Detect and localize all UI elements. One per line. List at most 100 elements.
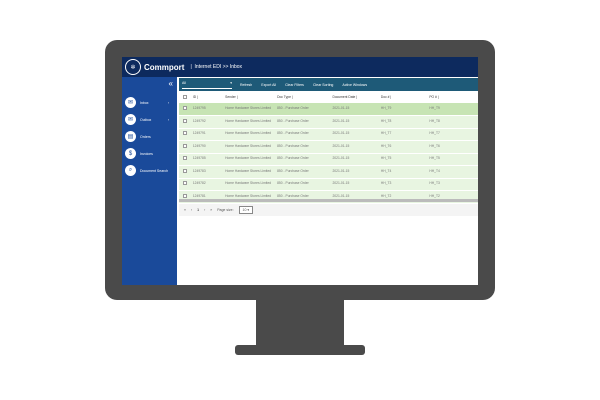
sidebar-item-document-search[interactable]: ⌕ Document Search — [122, 162, 177, 179]
table-cell: HH_T8 — [429, 118, 440, 123]
table-cell: 2021-01-15 — [332, 168, 350, 173]
screen: ✲ Commport | Internet EDI >> Inbox « ✉ In… — [122, 57, 478, 285]
collapse-icon[interactable]: « — [168, 79, 173, 88]
monitor-base — [235, 345, 365, 355]
table-cell: Home Hardware Stores Limited — [225, 106, 272, 111]
row-checkbox[interactable] — [183, 106, 187, 111]
orders-icon: ▤ — [125, 131, 136, 142]
sidebar-item-inbox[interactable]: ✉ Inbox › — [122, 94, 177, 111]
table-cell: HH_T4 — [429, 168, 440, 173]
table-cell: 2021-01-15 — [332, 106, 350, 111]
select-all-checkbox[interactable] — [183, 94, 187, 99]
table-cell: 2021-01-15 — [332, 131, 350, 136]
table-row[interactable]: 1249783 Home Hardware Stores Limited 850 -… — [179, 165, 478, 178]
table-cell: Home Hardware Stores Limited — [225, 181, 272, 186]
toolbar-button-refresh[interactable]: Refresh — [240, 82, 253, 87]
page-size-select[interactable]: 10 ▾ — [238, 206, 254, 214]
page-size-label: Page size: — [217, 208, 234, 212]
table-cell: 1249785 — [192, 156, 206, 161]
table-cell: Home Hardware Stores Limited — [225, 193, 272, 198]
search-icon: ⌕ — [125, 165, 136, 176]
table-cell: 850 - Purchase Order — [277, 106, 309, 111]
sidebar-item-invoices[interactable]: $ Invoices — [122, 145, 177, 162]
table-cell: HH_T8 — [380, 118, 392, 123]
table-cell: Home Hardware Stores Limited — [225, 156, 272, 161]
inbox-icon: ✉ — [125, 97, 136, 108]
table-cell: 850 - Purchase Order — [277, 143, 309, 148]
table-cell: 2021-01-15 — [332, 193, 350, 198]
caret-down-icon: ▾ — [230, 80, 232, 85]
table-row[interactable]: 1249792 Home Hardware Stores Limited 850 -… — [179, 115, 478, 128]
chevron-right-icon: › — [167, 100, 169, 105]
table-cell: HH_T2 — [380, 193, 392, 198]
table-cell: 2021-01-15 — [332, 143, 350, 148]
horizontal-scrollbar[interactable] — [179, 199, 478, 202]
row-checkbox[interactable] — [183, 193, 187, 198]
sidebar-item-outbox[interactable]: ✉ Outbox › — [122, 111, 177, 128]
table-cell: 850 - Purchase Order — [277, 118, 309, 123]
table-cell: 850 - Purchase Order — [277, 168, 309, 173]
filter-select[interactable]: All ▾ — [182, 81, 232, 89]
main: All ▾ Refresh Export All Clear Filters Clear… — [177, 77, 478, 285]
table-row[interactable]: 1249785 Home Hardware Stores Limited 850 -… — [179, 153, 478, 166]
table-cell: HH_T3 — [429, 181, 440, 186]
table-cell: HH_T6 — [429, 143, 440, 148]
table-cell: 850 - Purchase Order — [277, 156, 309, 161]
row-checkbox[interactable] — [183, 118, 187, 123]
column-header[interactable]: Doc # | — [380, 91, 430, 103]
table-cell: HH_T4 — [380, 168, 392, 173]
table-cell: HH_T7 — [429, 131, 440, 136]
outbox-icon: ✉ — [125, 114, 136, 125]
table-cell: 850 - Purchase Order — [277, 193, 309, 198]
table-cell: 1249792 — [192, 118, 206, 123]
table-cell: HH_T6 — [380, 143, 392, 148]
last-page-button[interactable]: » — [210, 208, 213, 212]
table-row[interactable]: 1249791 Home Hardware Stores Limited 850 -… — [179, 128, 478, 141]
table-cell: 850 - Purchase Order — [277, 181, 309, 186]
table-row[interactable]: 1249795 Home Hardware Stores Limited 850 -… — [179, 103, 478, 116]
header: ✲ Commport | Internet EDI >> Inbox — [122, 57, 478, 77]
row-checkbox[interactable] — [183, 131, 187, 136]
row-checkbox[interactable] — [183, 181, 187, 186]
table-row[interactable]: 1249790 Home Hardware Stores Limited 850 -… — [179, 140, 478, 153]
column-header[interactable]: PO # | — [429, 91, 478, 103]
brand: Commport — [144, 62, 185, 72]
toolbar-button-export-all[interactable]: Export All — [261, 82, 277, 87]
table-cell: 1249782 — [192, 181, 206, 186]
current-page[interactable]: 1 — [197, 208, 200, 212]
column-header[interactable]: Document Date | — [332, 91, 381, 103]
table-cell: HH_T2 — [429, 193, 440, 198]
row-checkbox[interactable] — [183, 156, 187, 161]
separator: | — [190, 64, 195, 70]
next-page-button[interactable]: › — [204, 208, 206, 212]
toolbar-button-clear-filters[interactable]: Clear Filters — [285, 82, 304, 87]
toolbar-button-active-windows[interactable]: Active Windows — [342, 82, 368, 87]
prev-page-button[interactable]: ‹ — [190, 208, 193, 212]
breadcrumb[interactable]: Internet EDI >> Inbox — [194, 64, 243, 70]
column-header[interactable]: ID | — [192, 91, 226, 103]
table-cell: HH_T5 — [380, 156, 392, 161]
table-cell: Home Hardware Stores Limited — [225, 143, 272, 148]
table-cell: 1249791 — [192, 131, 206, 136]
column-header[interactable]: Sender | — [225, 91, 278, 103]
table-row[interactable]: 1249782 Home Hardware Stores Limited 850 -… — [179, 178, 478, 191]
table-cell: HH_T9 — [429, 106, 440, 111]
table-cell: Home Hardware Stores Limited — [225, 131, 272, 136]
table-cell: 850 - Purchase Order — [277, 131, 309, 136]
table-cell: Home Hardware Stores Limited — [225, 168, 272, 173]
first-page-button[interactable]: « — [184, 208, 186, 212]
table-cell: 2021-01-15 — [332, 156, 350, 161]
column-header[interactable]: Doc Type | — [277, 91, 333, 103]
table-cell: 1249781 — [192, 193, 206, 198]
row-checkbox[interactable] — [183, 143, 187, 148]
toolbar: All ▾ Refresh Export All Clear Filters Clear… — [179, 78, 478, 91]
toolbar-button-clear-sorting[interactable]: Clear Sorting — [312, 82, 334, 87]
row-checkbox[interactable] — [183, 168, 187, 173]
table-cell: 2021-01-15 — [332, 118, 350, 123]
sidebar-item-orders[interactable]: ▤ Orders — [122, 128, 177, 145]
commport-logo: ✲ — [125, 59, 141, 75]
inbox-table: ID | Sender | Doc Type | Document Date | Doc… — [179, 91, 478, 204]
table-cell: HH_T5 — [429, 156, 440, 161]
chevron-right-icon: › — [167, 117, 169, 122]
table-cell: 1249790 — [192, 143, 206, 148]
